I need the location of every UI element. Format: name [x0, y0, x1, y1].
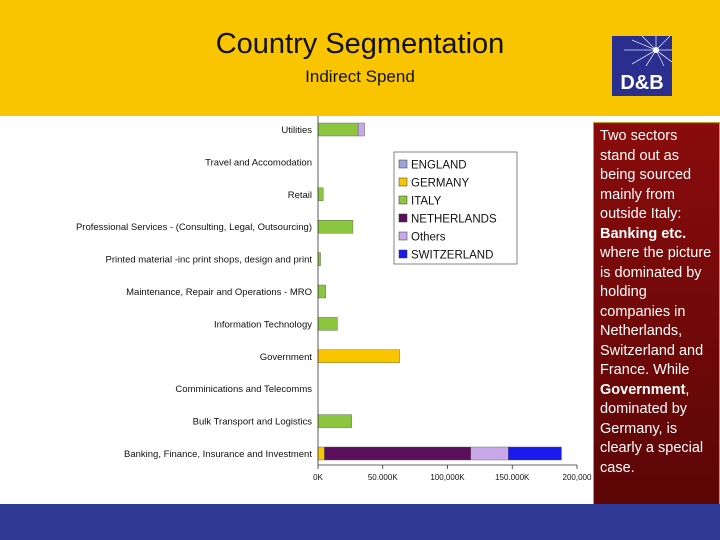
slide-subtitle: Indirect Spend [305, 67, 415, 86]
bar-segment [317, 284, 326, 299]
legend-label: ITALY [411, 196, 442, 208]
commentary-text-2: where the picture is dominated by holdin… [600, 245, 712, 378]
legend-box [393, 151, 518, 265]
category-label: Utilities [281, 125, 312, 136]
logo-text: D&B [620, 72, 663, 94]
bar-segment [324, 446, 472, 461]
legend-label: ENGLAND [411, 160, 467, 172]
legend-label: SWITZERLAND [411, 250, 493, 262]
category-label: Printed material -inc print shops, desig… [106, 255, 313, 266]
commentary-highlight-banking: Banking etc. [600, 225, 687, 242]
footer-band [0, 504, 720, 540]
category-label: Travel and Accomodation [205, 157, 312, 168]
x-tick-label: 0K [313, 473, 323, 482]
bar-segment [470, 446, 509, 461]
bar-segment [317, 219, 354, 234]
bar-segment [317, 187, 324, 202]
commentary-highlight-government: Government [600, 381, 686, 398]
x-tick-label: 100,000K [430, 473, 465, 482]
category-label: Maintenance, Repair and Operations - MRO [126, 287, 312, 298]
category-label: Professional Services - (Consulting, Leg… [76, 222, 312, 233]
legend-swatch [398, 249, 408, 259]
x-axis: 0K 50.000K 100,000K 150.000K 200,000 [313, 116, 592, 482]
category-label: Bulk Transport and Logistics [193, 417, 313, 428]
bar-segment [317, 349, 400, 364]
stacked-bar-chart: 0K 50.000K 100,000K 150.000K 200,000 Utiliti… [76, 116, 592, 482]
legend-label: Others [411, 232, 446, 244]
category-label: Government [260, 352, 313, 363]
legend: ENGLAND GERMANY ITALY NETHERLANDS Others SWIT… [393, 151, 518, 265]
bar-segment [317, 122, 359, 137]
legend-label: GERMANY [411, 178, 469, 190]
bar-segment [317, 446, 325, 461]
legend-swatch [398, 195, 408, 205]
x-tick-label: 50.000K [368, 473, 398, 482]
category-labels: Utilities Travel and Accomodation Retail Pr… [76, 125, 312, 460]
bar-segment [317, 317, 338, 331]
legend-swatch [398, 213, 408, 223]
legend-swatch [398, 177, 408, 187]
legend-swatch [398, 159, 408, 169]
legend-label: NETHERLANDS [411, 214, 497, 226]
x-tick-label: 200,000 [563, 473, 592, 482]
commentary-text-1: Two sectors stand out as being sourced m… [600, 128, 692, 222]
header-band: Country Segmentation Indirect Spend D&B [0, 0, 720, 116]
commentary-text-3: , dominated by Germany, is clearly a spe… [600, 381, 704, 476]
category-label: Comminications and Telecomms [175, 384, 312, 395]
db-logo: D&B [612, 36, 672, 96]
category-label: Banking, Finance, Insurance and Investme… [124, 449, 312, 460]
bar-segment [508, 446, 562, 461]
bar-segment [317, 414, 352, 428]
category-label: Retail [288, 190, 312, 201]
category-label: Information Technology [214, 319, 312, 330]
legend-swatch [398, 231, 408, 241]
commentary-box: Two sectors stand out as being sourced m… [593, 122, 720, 517]
slide-title: Country Segmentation [215, 28, 505, 60]
bar-segment [357, 122, 365, 137]
x-tick-label: 150.000K [495, 473, 530, 482]
